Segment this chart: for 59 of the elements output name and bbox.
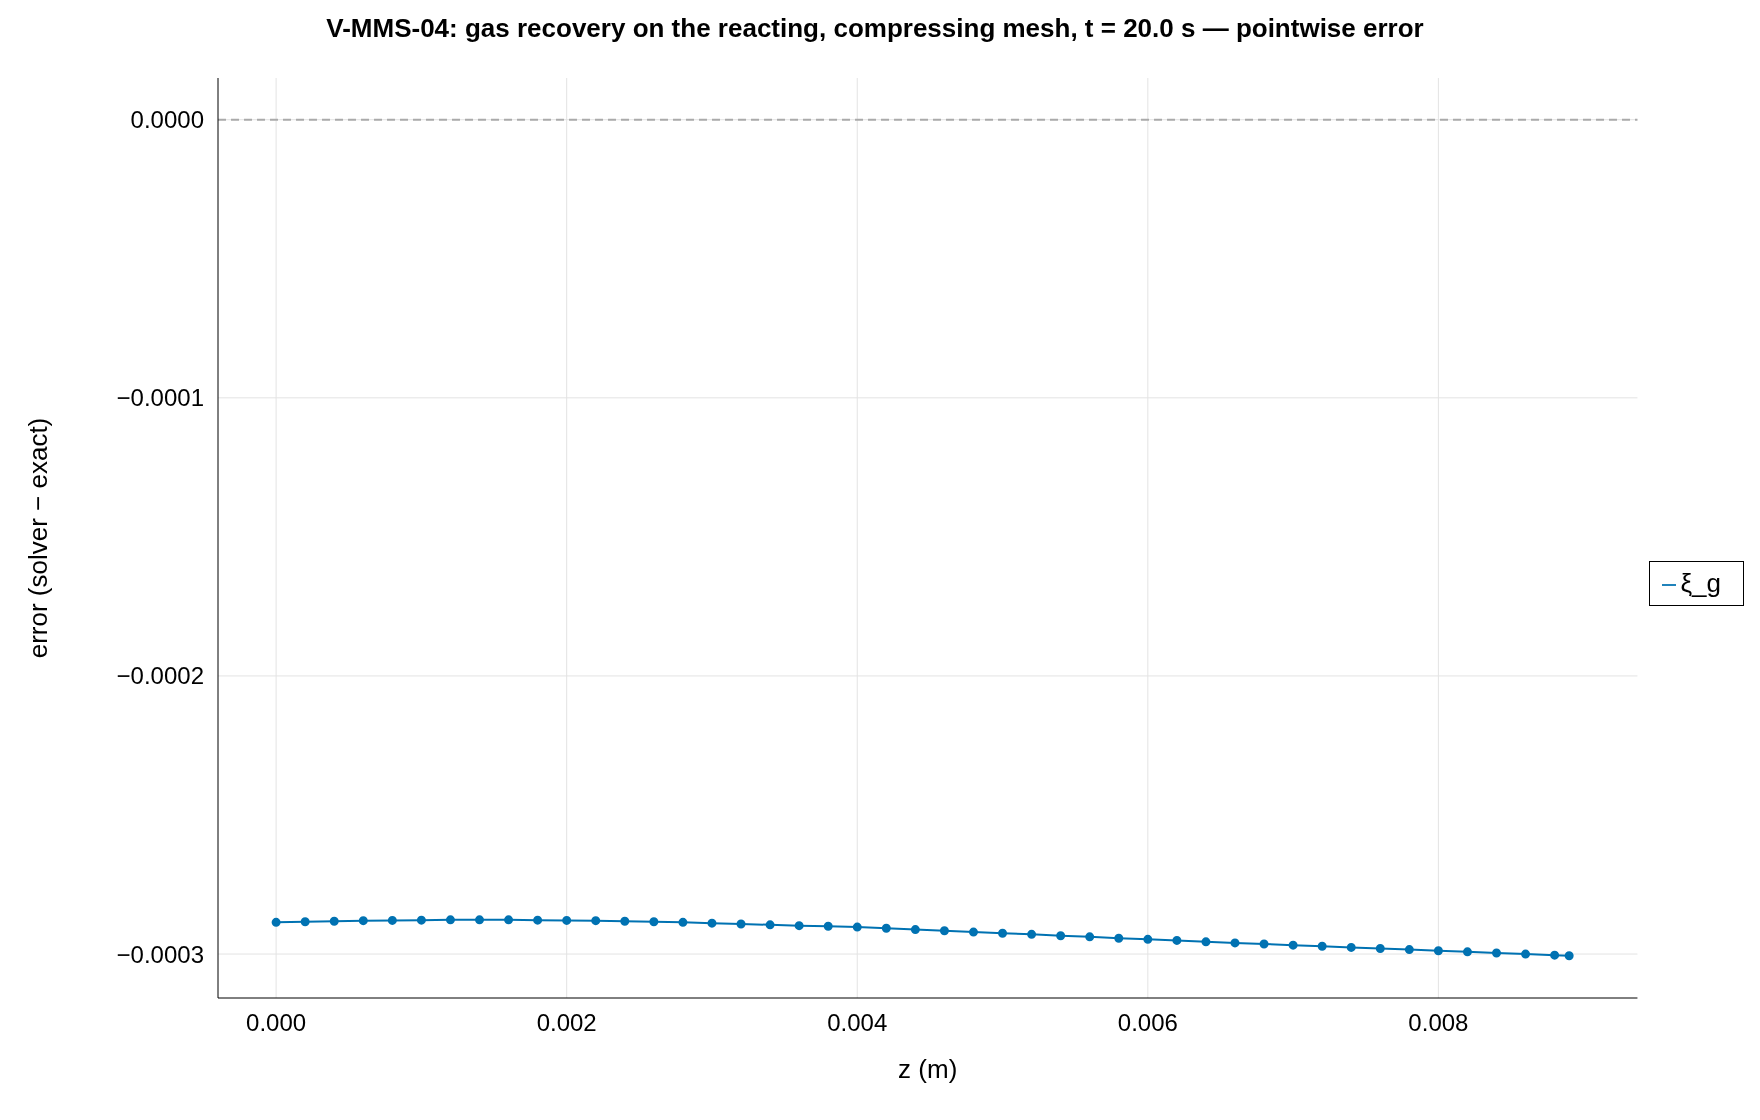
point — [1404, 945, 1414, 955]
point — [1085, 932, 1095, 942]
point — [1521, 949, 1531, 959]
point — [271, 917, 281, 927]
point — [852, 922, 862, 932]
point — [1201, 937, 1211, 947]
point — [881, 923, 891, 933]
y-tick-label: −0.0002 — [116, 662, 204, 690]
x-tick-label: 0.008 — [1408, 1009, 1469, 1037]
point — [649, 917, 659, 927]
point — [504, 915, 514, 925]
x-axis-title: z (m) — [898, 1054, 958, 1084]
point — [1564, 951, 1574, 961]
point — [300, 917, 310, 927]
point — [358, 916, 368, 926]
point — [591, 916, 601, 926]
point — [533, 915, 543, 925]
point — [1143, 934, 1153, 944]
y-tick-label: −0.0003 — [116, 940, 204, 968]
point — [998, 928, 1008, 938]
point — [1492, 948, 1502, 958]
point — [910, 925, 920, 935]
point — [1433, 946, 1443, 956]
point — [1288, 940, 1298, 950]
x-tick-label: 0.002 — [536, 1009, 597, 1037]
y-axis-title: error (solver − exact) — [23, 417, 54, 659]
point — [939, 926, 949, 936]
legend-label: ξ_g — [1680, 567, 1721, 598]
chart-title: V-MMS-04: gas recovery on the reacting, compressing mesh, t = 20.0 s — pointwise error — [325, 12, 1425, 45]
point — [620, 916, 630, 926]
point — [736, 919, 746, 929]
point — [329, 916, 339, 926]
point — [416, 915, 426, 925]
point — [1346, 942, 1356, 952]
x-tick-label: 0.004 — [827, 1009, 888, 1037]
point — [707, 918, 717, 928]
y-tick-label: 0.0000 — [130, 106, 204, 134]
x-tick-label: 0.000 — [246, 1009, 307, 1037]
x-tick-label: 0.006 — [1117, 1009, 1178, 1037]
point — [1027, 929, 1037, 939]
point — [1172, 935, 1182, 945]
point — [678, 917, 688, 927]
y-tick-label: −0.0001 — [116, 384, 204, 412]
point — [823, 921, 833, 931]
point — [445, 915, 455, 925]
point — [1056, 931, 1066, 941]
point — [387, 915, 397, 925]
point — [968, 927, 978, 937]
point — [475, 915, 485, 925]
point — [1317, 941, 1327, 951]
point — [765, 920, 775, 930]
point — [1114, 933, 1124, 943]
point — [794, 921, 804, 931]
point — [1259, 939, 1269, 949]
point — [1230, 938, 1240, 948]
point — [1550, 950, 1560, 960]
point — [1462, 947, 1472, 957]
point — [562, 915, 572, 925]
point — [1375, 944, 1385, 953]
